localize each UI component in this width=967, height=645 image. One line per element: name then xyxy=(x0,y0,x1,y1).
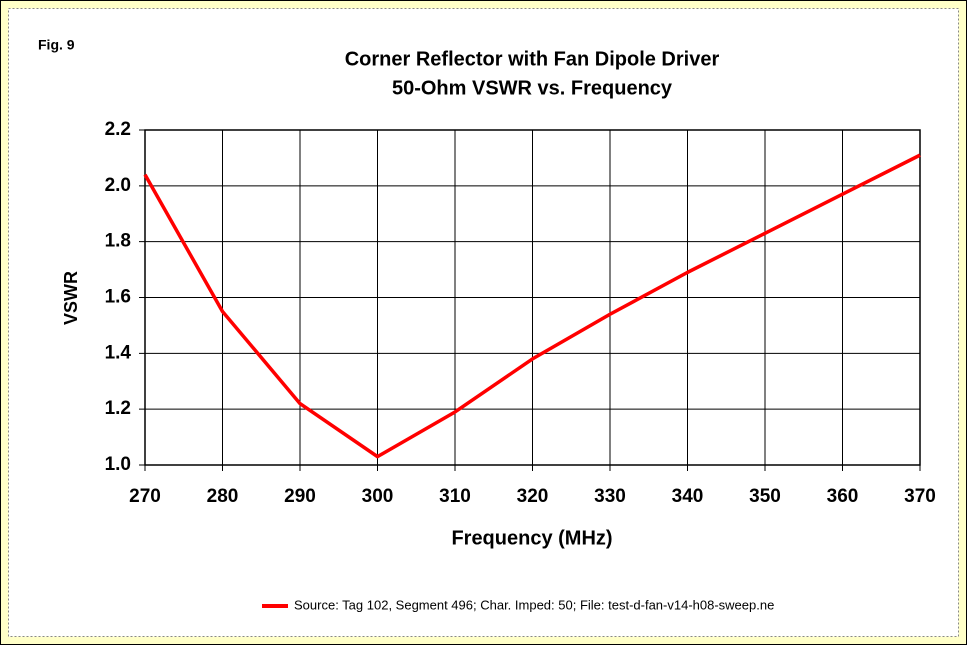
chart-subtitle: 50-Ohm VSWR vs. Frequency xyxy=(392,77,673,99)
x-tick-label: 330 xyxy=(594,486,626,507)
y-tick-label: 2.2 xyxy=(105,119,131,140)
y-tick-label: 2.0 xyxy=(105,175,131,196)
y-axis-label: VSWR xyxy=(61,271,81,325)
y-tick-label: 1.2 xyxy=(105,398,131,419)
x-tick-label: 320 xyxy=(517,486,549,507)
x-tick-label: 270 xyxy=(129,486,161,507)
x-axis-label: Frequency (MHz) xyxy=(451,527,612,549)
y-tick-label: 1.4 xyxy=(105,342,132,363)
x-tick-label: 340 xyxy=(672,486,704,507)
fig-label: Fig. 9 xyxy=(38,37,75,53)
x-tick-label: 310 xyxy=(439,486,471,507)
x-tick-label: 350 xyxy=(749,486,781,507)
y-tick-label: 1.0 xyxy=(105,454,131,475)
y-tick-label: 1.6 xyxy=(105,287,131,308)
legend-label: Source: Tag 102, Segment 496; Char. Impe… xyxy=(294,597,774,612)
chart-title: Corner Reflector with Fan Dipole Driver xyxy=(345,48,720,70)
x-tick-label: 300 xyxy=(362,486,394,507)
line xyxy=(143,153,921,459)
plot-border xyxy=(144,129,921,466)
x-tick-label: 290 xyxy=(284,486,316,507)
panel xyxy=(8,8,959,637)
x-tick-label: 280 xyxy=(207,486,239,507)
x-tick-label: 360 xyxy=(827,486,859,507)
y-tick-label: 1.8 xyxy=(105,231,131,252)
x-tick-label: 370 xyxy=(904,486,936,507)
